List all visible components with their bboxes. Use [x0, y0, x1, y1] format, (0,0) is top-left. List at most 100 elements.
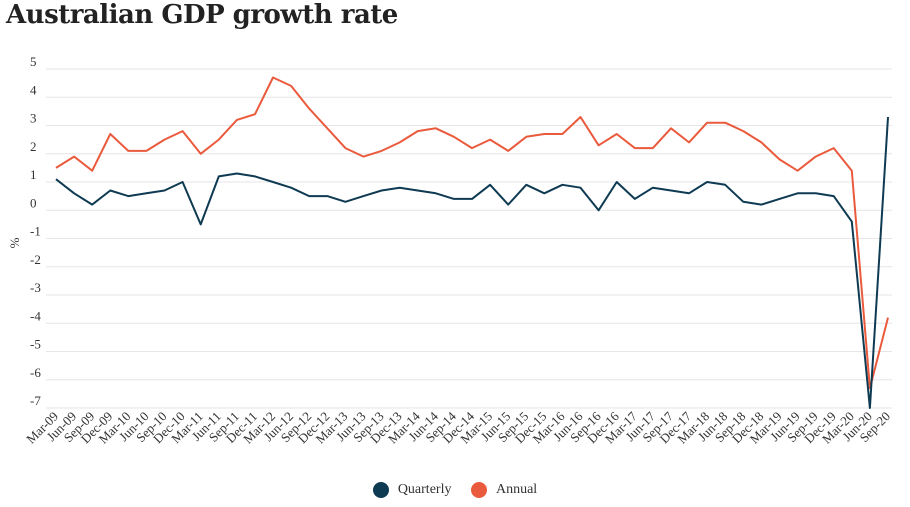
data-point[interactable] [866, 404, 874, 412]
data-point[interactable] [558, 130, 566, 138]
data-point[interactable] [215, 172, 223, 180]
y-tick-label: -7 [30, 393, 41, 408]
data-point[interactable] [884, 113, 892, 121]
data-point[interactable] [305, 105, 313, 113]
data-point[interactable] [341, 198, 349, 206]
data-point[interactable] [613, 178, 621, 186]
data-point[interactable] [757, 201, 765, 209]
data-point[interactable] [432, 189, 440, 197]
data-point[interactable] [414, 186, 422, 194]
data-point[interactable] [378, 147, 386, 155]
legend-item-annual[interactable]: Annual [470, 482, 537, 498]
data-point[interactable] [233, 170, 241, 178]
data-point[interactable] [432, 124, 440, 132]
data-point[interactable] [739, 198, 747, 206]
y-tick-label: 0 [30, 195, 37, 210]
data-point[interactable] [378, 186, 386, 194]
data-point[interactable] [396, 184, 404, 192]
data-point[interactable] [52, 164, 60, 172]
data-point[interactable] [106, 186, 114, 194]
data-point[interactable] [540, 189, 548, 197]
data-point[interactable] [522, 181, 530, 189]
data-point[interactable] [197, 150, 205, 158]
data-point[interactable] [848, 218, 856, 226]
data-point[interactable] [414, 127, 422, 135]
data-point[interactable] [504, 147, 512, 155]
data-point[interactable] [595, 141, 603, 149]
data-point[interactable] [359, 192, 367, 200]
series-line-annual [55, 76, 889, 390]
data-point[interactable] [142, 147, 150, 155]
data-point[interactable] [287, 82, 295, 90]
data-point[interactable] [468, 195, 476, 203]
data-point[interactable] [830, 144, 838, 152]
data-point[interactable] [595, 206, 603, 214]
y-tick-label: -1 [30, 224, 41, 239]
data-point[interactable] [359, 153, 367, 161]
data-point[interactable] [685, 138, 693, 146]
data-point[interactable] [179, 178, 187, 186]
data-point[interactable] [88, 167, 96, 175]
data-point[interactable] [613, 130, 621, 138]
data-point[interactable] [830, 192, 838, 200]
series-points-annual [52, 73, 892, 392]
data-point[interactable] [794, 189, 802, 197]
data-point[interactable] [124, 147, 132, 155]
legend-item-quarterly[interactable]: Quarterly [372, 482, 451, 498]
data-point[interactable] [269, 178, 277, 186]
data-point[interactable] [70, 189, 78, 197]
data-point[interactable] [88, 201, 96, 209]
data-point[interactable] [161, 136, 169, 144]
data-point[interactable] [486, 181, 494, 189]
data-point[interactable] [251, 172, 259, 180]
data-point[interactable] [106, 130, 114, 138]
data-point[interactable] [450, 195, 458, 203]
data-point[interactable] [631, 195, 639, 203]
data-point[interactable] [667, 124, 675, 132]
data-point[interactable] [233, 116, 241, 124]
data-point[interactable] [486, 136, 494, 144]
data-point[interactable] [450, 133, 458, 141]
data-point[interactable] [251, 110, 259, 118]
data-point[interactable] [721, 119, 729, 127]
data-point[interactable] [323, 192, 331, 200]
data-point[interactable] [269, 73, 277, 81]
data-point[interactable] [179, 127, 187, 135]
data-point[interactable] [558, 181, 566, 189]
data-point[interactable] [703, 178, 711, 186]
data-point[interactable] [577, 184, 585, 192]
data-point[interactable] [124, 192, 132, 200]
data-point[interactable] [577, 113, 585, 121]
data-point[interactable] [142, 189, 150, 197]
data-point[interactable] [721, 181, 729, 189]
data-point[interactable] [667, 186, 675, 194]
data-point[interactable] [848, 167, 856, 175]
data-point[interactable] [215, 136, 223, 144]
data-point[interactable] [305, 192, 313, 200]
data-point[interactable] [794, 167, 802, 175]
data-point[interactable] [703, 119, 711, 127]
data-point[interactable] [287, 184, 295, 192]
data-point[interactable] [323, 124, 331, 132]
data-point[interactable] [757, 138, 765, 146]
data-point[interactable] [522, 133, 530, 141]
data-point[interactable] [70, 153, 78, 161]
data-point[interactable] [739, 127, 747, 135]
data-point[interactable] [631, 144, 639, 152]
data-point[interactable] [685, 189, 693, 197]
data-point[interactable] [52, 175, 60, 183]
data-point[interactable] [341, 144, 349, 152]
data-point[interactable] [649, 184, 657, 192]
data-point[interactable] [812, 153, 820, 161]
data-point[interactable] [161, 186, 169, 194]
data-point[interactable] [775, 155, 783, 163]
data-point[interactable] [504, 201, 512, 209]
data-point[interactable] [775, 195, 783, 203]
data-point[interactable] [396, 138, 404, 146]
data-point[interactable] [540, 130, 548, 138]
data-point[interactable] [468, 144, 476, 152]
data-point[interactable] [884, 314, 892, 322]
data-point[interactable] [197, 220, 205, 228]
data-point[interactable] [812, 189, 820, 197]
data-point[interactable] [649, 144, 657, 152]
